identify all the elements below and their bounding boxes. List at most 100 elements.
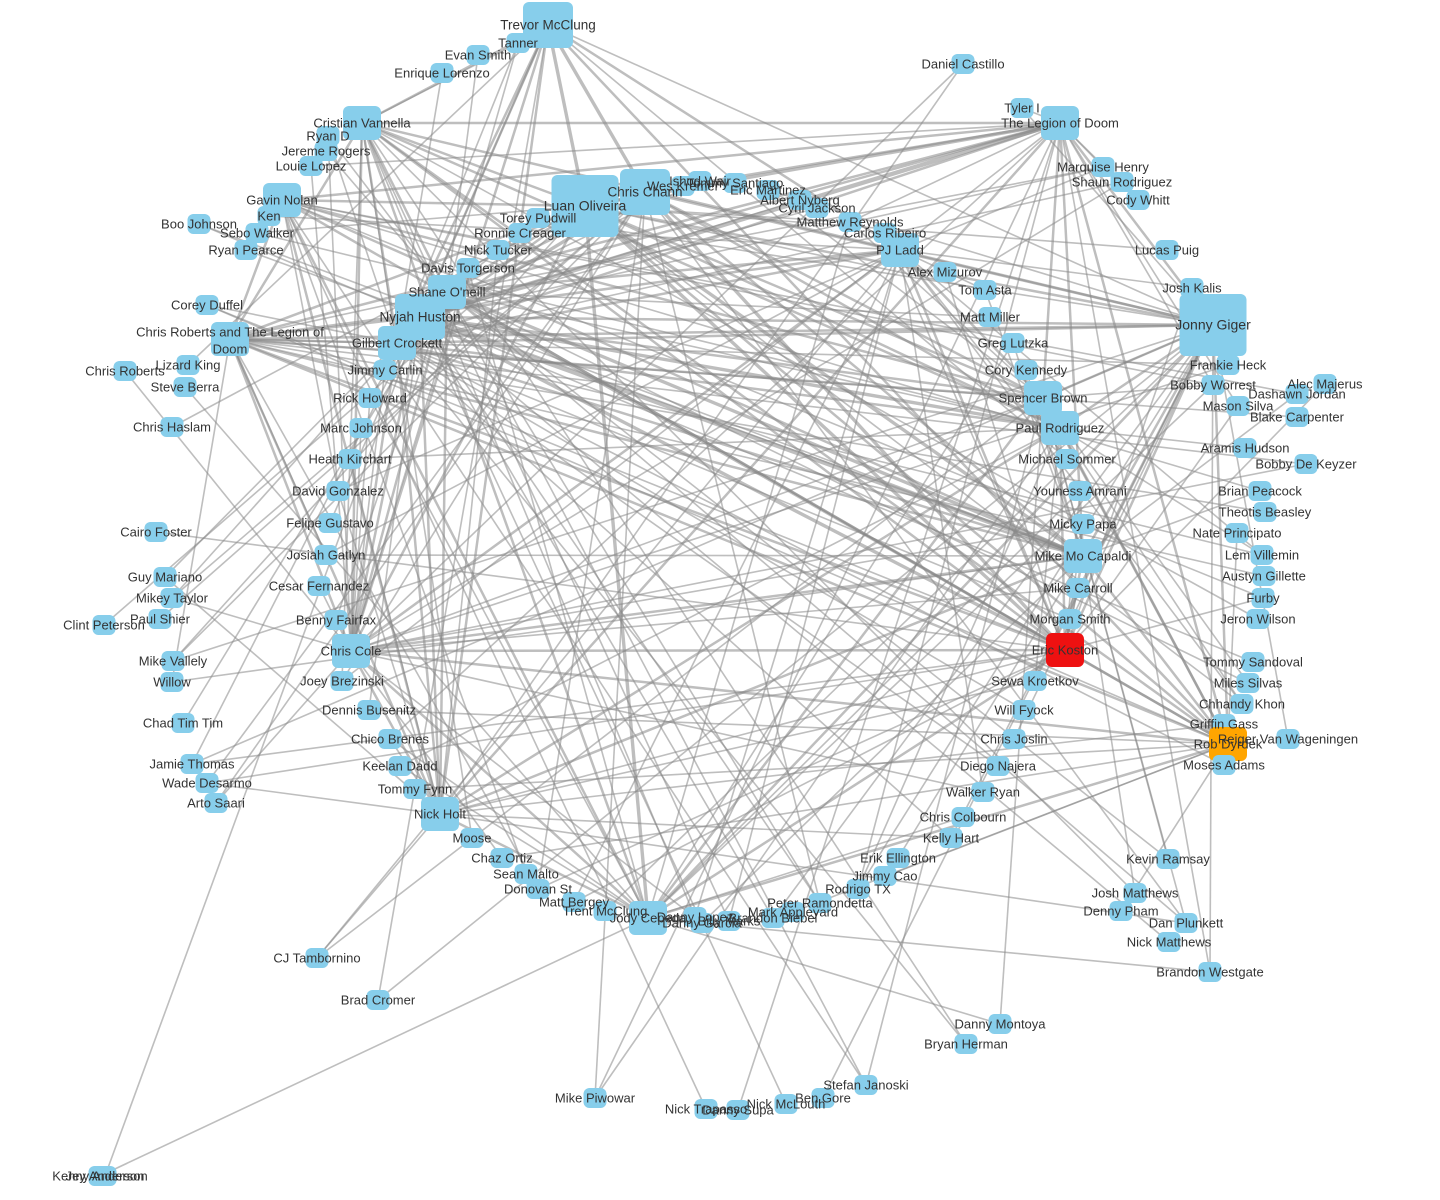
svg-text:Chad Tim Tim: Chad Tim Tim <box>143 716 223 731</box>
svg-text:Furby: Furby <box>1246 591 1280 606</box>
svg-text:Rick Howard: Rick Howard <box>333 391 407 406</box>
svg-text:Jonny Giger: Jonny Giger <box>1175 317 1251 333</box>
svg-text:Tanner: Tanner <box>498 36 538 51</box>
svg-text:Danny Montoya: Danny Montoya <box>954 1017 1046 1032</box>
svg-text:Enrique Lorenzo: Enrique Lorenzo <box>394 66 489 81</box>
svg-text:Brandon Westgate: Brandon Westgate <box>1156 965 1263 980</box>
svg-text:Corey Duffel: Corey Duffel <box>171 298 243 313</box>
svg-text:Boo Johnson: Boo Johnson <box>161 217 237 232</box>
svg-text:Sean Malto: Sean Malto <box>493 867 559 882</box>
svg-text:Chris Colbourn: Chris Colbourn <box>920 810 1007 825</box>
svg-text:Kelly Hart: Kelly Hart <box>923 831 980 846</box>
svg-text:Frankie Heck: Frankie Heck <box>1190 358 1267 373</box>
svg-text:Denny Pham: Denny Pham <box>1083 904 1158 919</box>
svg-text:Lem Villemin: Lem Villemin <box>1225 548 1299 563</box>
svg-text:Felipe Gustavo: Felipe Gustavo <box>286 516 373 531</box>
svg-text:Ryan D: Ryan D <box>306 129 349 144</box>
svg-text:Louie Lopez: Louie Lopez <box>276 159 347 174</box>
svg-text:Tom Asta: Tom Asta <box>958 283 1012 298</box>
svg-text:Blake Carpenter: Blake Carpenter <box>1250 410 1345 425</box>
svg-text:Chaz Ortiz: Chaz Ortiz <box>471 851 532 866</box>
svg-text:Cesar Fernandez: Cesar Fernandez <box>269 579 369 594</box>
svg-text:Marc Johnson: Marc Johnson <box>320 421 402 436</box>
svg-text:CJ Tambornino: CJ Tambornino <box>273 951 360 966</box>
svg-text:Rodrigo TX: Rodrigo TX <box>825 882 891 897</box>
svg-text:Erik Ellington: Erik Ellington <box>860 851 936 866</box>
svg-text:Griffin Gass: Griffin Gass <box>1190 717 1259 732</box>
svg-text:David Gonzalez: David Gonzalez <box>292 484 384 499</box>
svg-text:Bobby De Keyzer: Bobby De Keyzer <box>1255 457 1357 472</box>
svg-text:Chris Roberts and The Legion o: Chris Roberts and The Legion of <box>136 325 324 340</box>
svg-text:Wade Desarmo: Wade Desarmo <box>162 776 252 791</box>
svg-text:Lucas Puig: Lucas Puig <box>1135 243 1199 258</box>
svg-text:Greg Lutzka: Greg Lutzka <box>978 336 1050 351</box>
svg-text:Josiah Gatlyn: Josiah Gatlyn <box>287 548 366 563</box>
svg-text:Mike Vallely: Mike Vallely <box>139 654 208 669</box>
svg-text:Bobby Worrest: Bobby Worrest <box>1170 378 1256 393</box>
svg-text:Jimmy Cao: Jimmy Cao <box>852 869 917 884</box>
svg-text:Gavin Nolan: Gavin Nolan <box>246 193 318 208</box>
svg-text:Shaun Rodriguez: Shaun Rodriguez <box>1072 175 1172 190</box>
svg-text:Micky Papa: Micky Papa <box>1049 517 1117 532</box>
svg-text:Shane O'neill: Shane O'neill <box>409 285 486 300</box>
svg-text:Gilbert Crockett: Gilbert Crockett <box>352 336 443 351</box>
svg-text:Trevor McClung: Trevor McClung <box>500 18 596 33</box>
svg-text:Peter Ramondetta: Peter Ramondetta <box>767 896 873 911</box>
svg-text:Aramis Hudson: Aramis Hudson <box>1201 441 1290 456</box>
svg-text:Daniel Castillo: Daniel Castillo <box>921 57 1004 72</box>
svg-text:Cory Kennedy: Cory Kennedy <box>985 363 1068 378</box>
svg-text:Arto Saari: Arto Saari <box>187 796 245 811</box>
svg-text:Jeron Wilson: Jeron Wilson <box>1220 612 1295 627</box>
svg-text:Ken: Ken <box>257 209 280 224</box>
svg-text:Cristian Vannella: Cristian Vannella <box>313 116 411 131</box>
svg-text:Kevin Ramsay: Kevin Ramsay <box>1126 852 1210 867</box>
svg-text:Tommy Fynn: Tommy Fynn <box>378 782 452 797</box>
svg-text:Moses Adams: Moses Adams <box>1183 758 1265 773</box>
svg-text:Cairo Foster: Cairo Foster <box>120 525 192 540</box>
svg-text:Ronnie Creager: Ronnie Creager <box>474 226 566 241</box>
svg-text:Miles Silvas: Miles Silvas <box>1214 676 1283 691</box>
svg-text:Marquise Henry: Marquise Henry <box>1057 160 1149 175</box>
svg-text:Brian Peacock: Brian Peacock <box>1218 484 1302 499</box>
svg-text:Mikey Taylor: Mikey Taylor <box>136 591 209 606</box>
svg-text:Dan Plunkett: Dan Plunkett <box>1149 916 1224 931</box>
svg-text:Theotis Beasley: Theotis Beasley <box>1219 505 1312 520</box>
svg-text:Kenny Anderson: Kenny Anderson <box>52 1169 147 1184</box>
svg-text:Torey Pudwill: Torey Pudwill <box>500 211 577 226</box>
svg-text:Doom: Doom <box>213 342 248 357</box>
svg-text:Josh Kalis: Josh Kalis <box>1162 281 1222 296</box>
svg-text:Tyler I: Tyler I <box>1004 101 1039 116</box>
svg-text:Mike Mo Capaldi: Mike Mo Capaldi <box>1035 549 1132 564</box>
svg-text:Nick Holt: Nick Holt <box>414 807 466 822</box>
svg-text:Heath Kirchart: Heath Kirchart <box>308 452 391 467</box>
svg-text:Chhandy Khon: Chhandy Khon <box>1199 697 1285 712</box>
svg-text:Matthew Reynolds: Matthew Reynolds <box>797 215 904 230</box>
svg-text:Chico Brenes: Chico Brenes <box>351 732 430 747</box>
svg-text:Steve Berra: Steve Berra <box>151 380 220 395</box>
svg-text:Austyn Gillette: Austyn Gillette <box>1222 569 1306 584</box>
svg-text:Will Fyock: Will Fyock <box>994 703 1054 718</box>
svg-text:Mike Carroll: Mike Carroll <box>1043 581 1112 596</box>
svg-text:Nyjah Huston: Nyjah Huston <box>379 310 460 325</box>
svg-text:Alex Mizurov: Alex Mizurov <box>908 265 983 280</box>
svg-text:Chris Roberts: Chris Roberts <box>85 364 165 379</box>
svg-text:Rob Dyrdek: Rob Dyrdek <box>1194 737 1263 752</box>
svg-text:Josh Matthews: Josh Matthews <box>1092 886 1179 901</box>
svg-text:Moose: Moose <box>452 831 491 846</box>
svg-text:Mike Piwowar: Mike Piwowar <box>555 1091 636 1106</box>
svg-text:Guy Mariano: Guy Mariano <box>128 570 202 585</box>
svg-text:Matt Miller: Matt Miller <box>960 310 1021 325</box>
svg-text:Nate Principato: Nate Principato <box>1193 526 1282 541</box>
svg-text:Youness Amrani: Youness Amrani <box>1033 484 1127 499</box>
svg-text:Brad Cromer: Brad Cromer <box>341 993 416 1008</box>
svg-text:The Legion of Doom: The Legion of Doom <box>1001 116 1119 131</box>
svg-text:Dennis Busenitz: Dennis Busenitz <box>322 703 416 718</box>
svg-text:Nick Trapasso: Nick Trapasso <box>665 1102 747 1117</box>
svg-text:Chris Haslam: Chris Haslam <box>133 420 211 435</box>
svg-text:Ryan Pearce: Ryan Pearce <box>208 243 283 258</box>
svg-text:Morgan Smith: Morgan Smith <box>1030 612 1111 627</box>
svg-text:Joey Brezinski: Joey Brezinski <box>300 674 384 689</box>
svg-text:Paul Rodriguez: Paul Rodriguez <box>1016 421 1105 436</box>
svg-text:Walker Ryan: Walker Ryan <box>946 785 1020 800</box>
svg-text:Michael Sommer: Michael Sommer <box>1018 452 1116 467</box>
